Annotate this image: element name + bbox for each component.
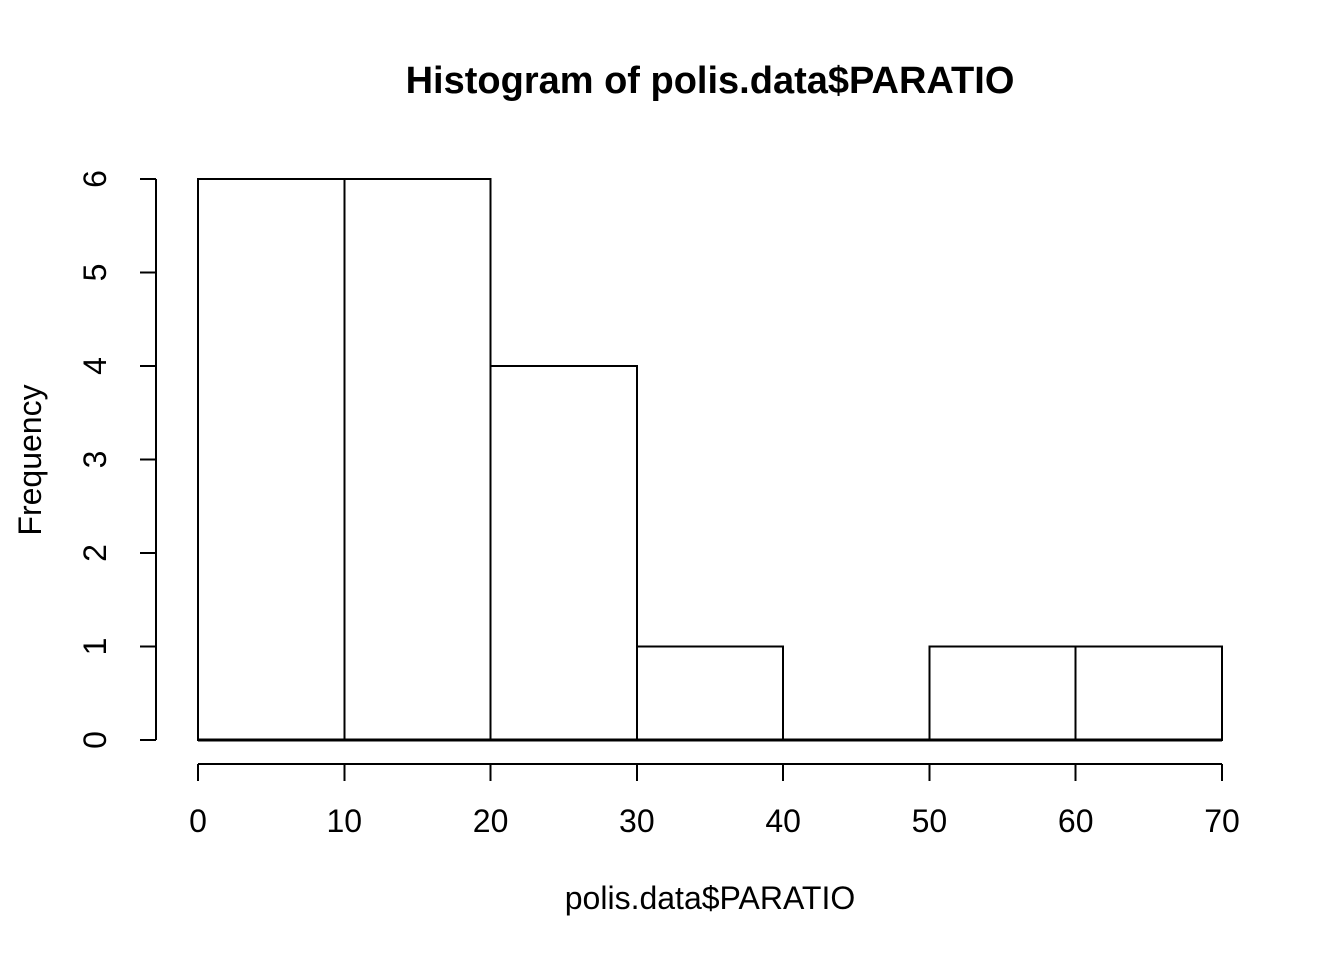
bars-layer [197,178,1223,742]
histogram-bar [928,645,1077,741]
histogram-bar [489,365,638,741]
x-axis-title: polis.data$PARATIO [565,880,856,916]
x-tick-label: 20 [473,803,509,839]
x-tick-label: 10 [326,803,362,839]
histogram-bar [343,178,492,741]
histogram-bar [1074,645,1223,741]
y-tick-label: 3 [77,451,113,469]
x-tick-label: 30 [619,803,655,839]
x-tick-label: 40 [765,803,801,839]
y-axis-title: Frequency [12,384,48,535]
x-tick-label: 0 [189,803,207,839]
y-tick-label: 5 [77,264,113,282]
x-tick-label: 60 [1058,803,1094,839]
y-tick-label: 4 [77,357,113,375]
y-tick-label: 6 [77,170,113,188]
x-axis: 0 10 20 30 40 50 60 70 [189,763,1240,839]
y-tick-label: 2 [77,544,113,562]
y-axis: 0 1 2 3 4 5 6 [77,170,157,749]
x-tick-label: 50 [912,803,948,839]
x-tick-label: 70 [1204,803,1240,839]
chart-title: Histogram of polis.data$PARATIO [406,60,1015,102]
histogram-bar [635,645,785,741]
histogram-bar [197,178,346,741]
y-tick-label: 1 [77,638,113,656]
y-tick-label: 0 [77,731,113,749]
